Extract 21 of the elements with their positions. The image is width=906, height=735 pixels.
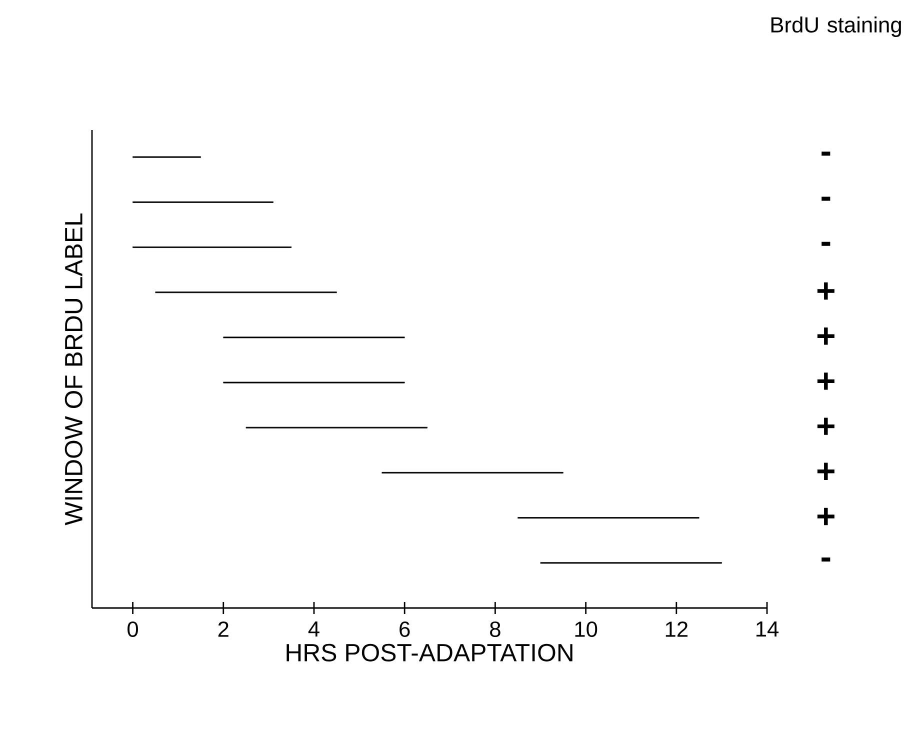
x-tick-label: 10	[575, 621, 598, 638]
x-tick-label: 12	[666, 621, 688, 637]
x-tick-label: 8	[490, 621, 500, 638]
x-tick-label: 0	[128, 621, 138, 638]
data-label: +	[817, 418, 834, 435]
data-label: -	[822, 152, 830, 156]
text: BrdU staining	[771, 16, 901, 37]
data-label: +	[817, 462, 834, 480]
x-tick-label: 2	[218, 621, 228, 637]
y-axis-title: WINDOW OF BRDU LABEL	[64, 213, 83, 526]
data-label: -	[822, 558, 830, 562]
data-label: +	[817, 282, 834, 300]
x-tick-label: 14	[756, 621, 779, 637]
x-tick-label: 6	[400, 621, 410, 638]
data-label: +	[817, 508, 834, 526]
data-label: +	[817, 328, 834, 345]
data-label: +	[817, 372, 834, 390]
data-label: -	[822, 242, 830, 246]
x-axis-title: HRS POST-ADAPTATION	[286, 644, 572, 662]
x-tick-label: 4	[308, 621, 320, 637]
data-label: -	[822, 196, 830, 201]
